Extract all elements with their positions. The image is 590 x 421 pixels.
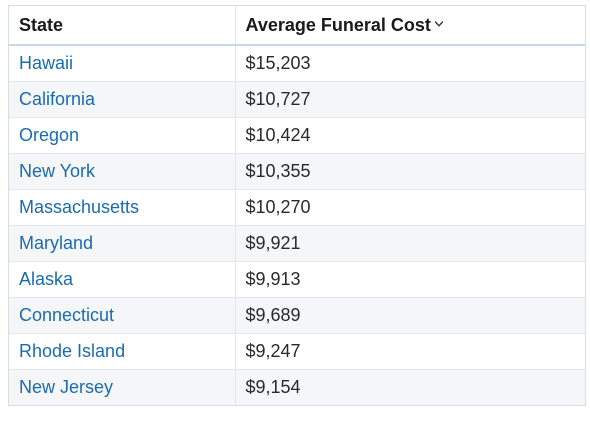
cost-cell: $15,203: [235, 45, 585, 81]
table-row: California $10,727: [9, 80, 585, 117]
state-cell[interactable]: Connecticut: [9, 296, 236, 333]
cost-cell: $10,424: [235, 116, 585, 153]
table-row: Oregon $10,424: [9, 116, 585, 153]
state-cell[interactable]: California: [9, 80, 236, 117]
cost-cell: $9,154: [235, 368, 585, 405]
cost-cell: $9,689: [235, 296, 585, 333]
column-header-cost[interactable]: Average Funeral Cost: [235, 6, 585, 46]
state-cell[interactable]: Alaska: [9, 260, 236, 297]
table-row: Maryland $9,921: [9, 224, 585, 261]
state-cell[interactable]: Oregon: [9, 116, 236, 153]
state-cell[interactable]: Massachusetts: [9, 188, 236, 225]
column-header-state-label: State: [19, 14, 64, 35]
table-header: State Average Funeral Cost: [9, 6, 585, 46]
state-cell[interactable]: Rhode Island: [9, 332, 236, 369]
table-row: Connecticut $9,689: [9, 296, 585, 333]
table-row: Rhode Island $9,247: [9, 332, 585, 369]
funeral-cost-table-container: State Average Funeral Cost Hawaii $15,20…: [8, 5, 586, 406]
cost-cell: $10,270: [235, 188, 585, 225]
header-row: State Average Funeral Cost: [9, 6, 585, 46]
cost-cell: $9,921: [235, 224, 585, 261]
column-header-cost-label: Average Funeral Cost: [245, 14, 431, 35]
state-cell[interactable]: New York: [9, 152, 236, 189]
table-body: Hawaii $15,203 California $10,727 Oregon…: [9, 45, 585, 405]
table-row: Hawaii $15,203: [9, 45, 585, 81]
table-row: New Jersey $9,154: [9, 368, 585, 405]
cost-cell: $10,355: [235, 152, 585, 189]
table-row: New York $10,355: [9, 152, 585, 189]
state-cell[interactable]: Hawaii: [9, 45, 236, 81]
funeral-cost-table: State Average Funeral Cost Hawaii $15,20…: [9, 6, 585, 405]
table-row: Alaska $9,913: [9, 260, 585, 297]
cost-cell: $9,247: [235, 332, 585, 369]
chevron-down-icon[interactable]: [434, 19, 444, 29]
table-row: Massachusetts $10,270: [9, 188, 585, 225]
column-header-state[interactable]: State: [9, 6, 236, 46]
cost-cell: $9,913: [235, 260, 585, 297]
cost-cell: $10,727: [235, 80, 585, 117]
state-cell[interactable]: Maryland: [9, 224, 236, 261]
state-cell[interactable]: New Jersey: [9, 368, 236, 405]
